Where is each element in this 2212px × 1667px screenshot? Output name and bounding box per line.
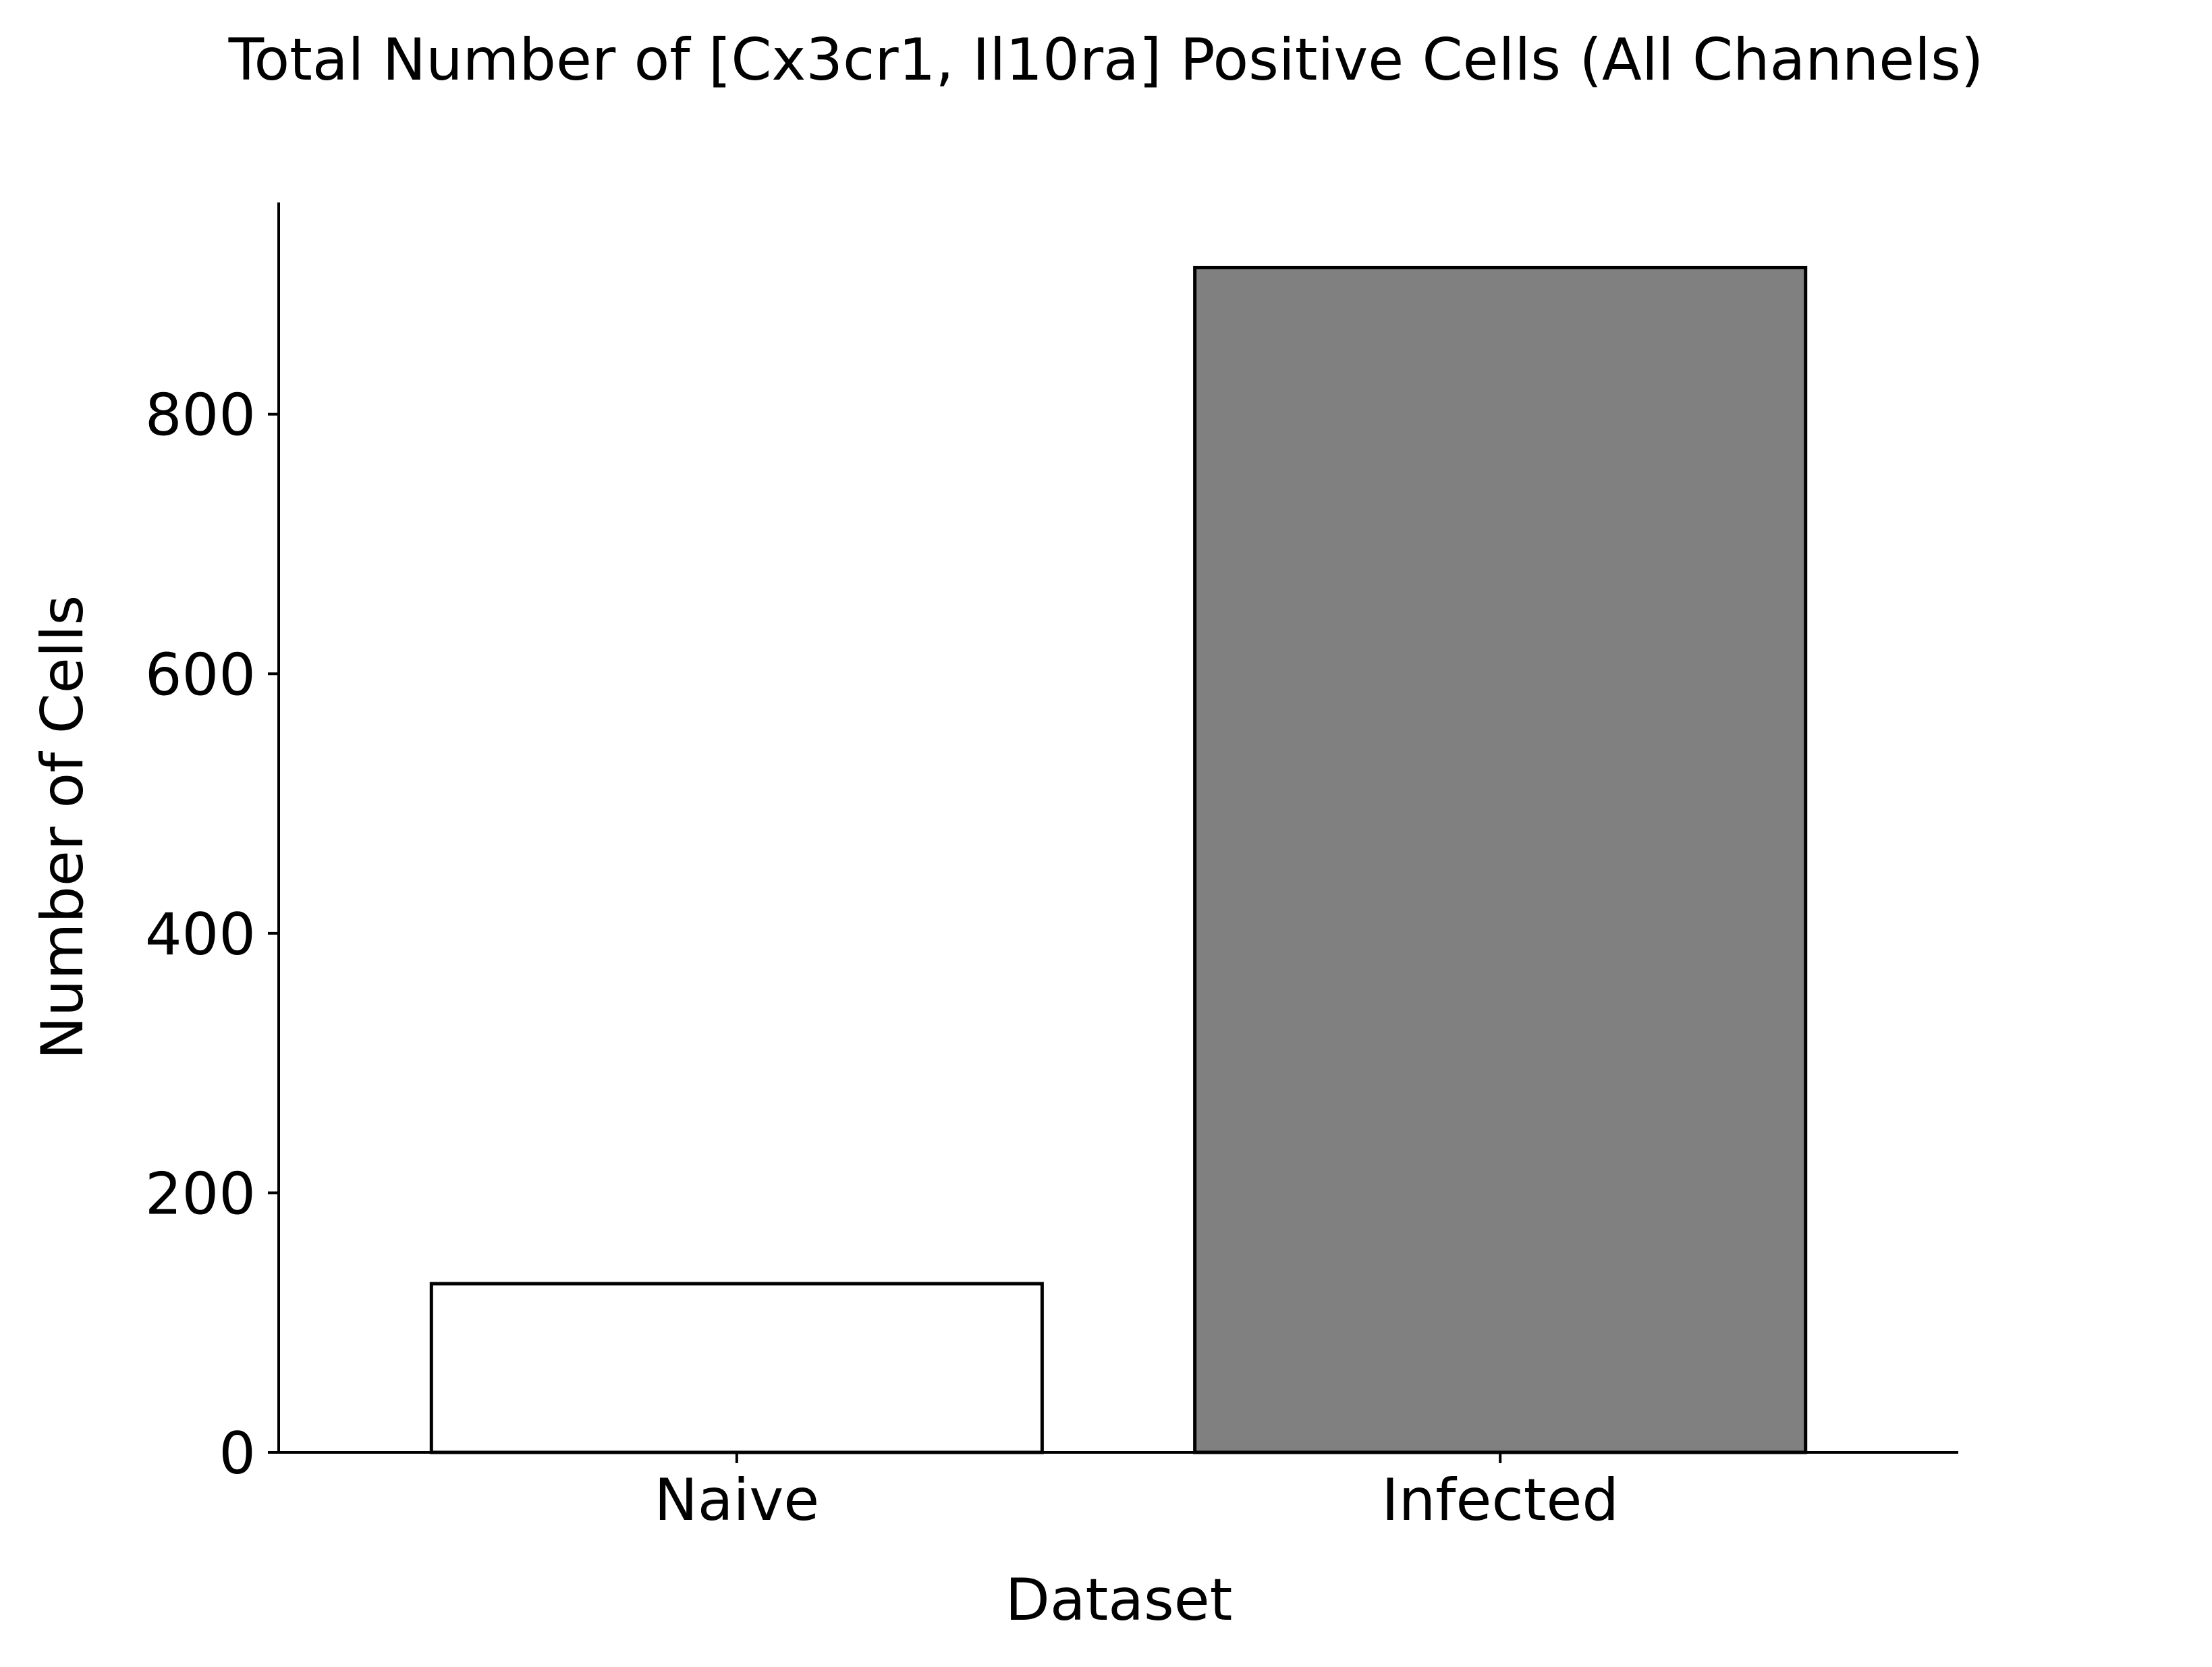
y-tick-label: 0 <box>219 1420 256 1487</box>
x-tick-label: Infected <box>1381 1467 1619 1534</box>
x-axis-ticks: Naive Infected <box>654 1452 1619 1534</box>
y-axis-label: Number of Cells <box>29 595 96 1060</box>
y-tick-label: 400 <box>145 901 256 968</box>
bar-naive <box>429 1282 1044 1454</box>
plot-area: 0 200 400 600 800 Naive Infected <box>145 202 1958 1534</box>
chart-title: Total Number of [Cx3cr1, Il10ra] Positiv… <box>228 26 1984 94</box>
y-tick-label: 200 <box>145 1160 256 1228</box>
y-tick-label: 600 <box>145 641 256 709</box>
x-axis-label: Dataset <box>1005 1566 1233 1634</box>
bars <box>429 265 1808 1454</box>
y-axis-ticks: 0 200 400 600 800 <box>145 382 279 1487</box>
x-tick-label: Naive <box>654 1467 819 1534</box>
bar-infected <box>1193 265 1808 1454</box>
y-tick-label: 800 <box>145 382 256 449</box>
